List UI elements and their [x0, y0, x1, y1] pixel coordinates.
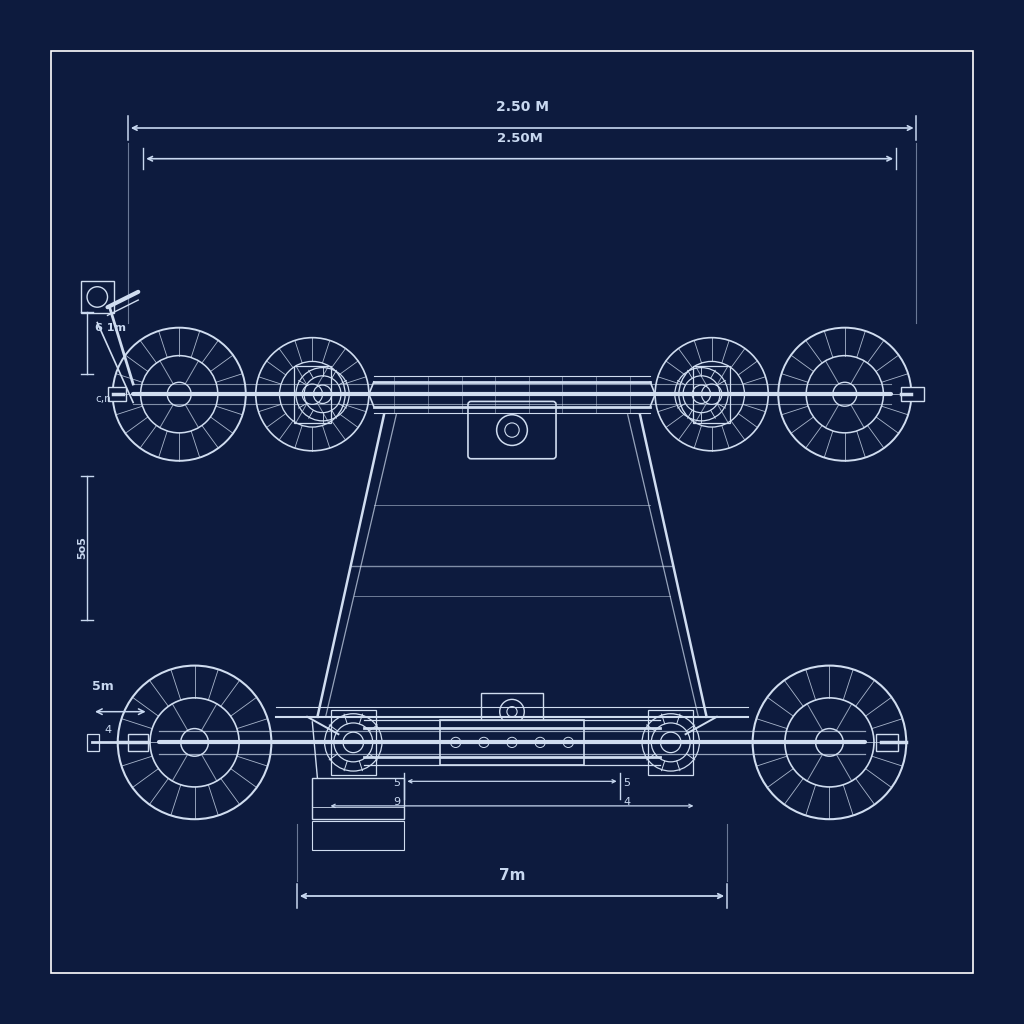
Text: 5o5: 5o5 — [77, 537, 87, 559]
Bar — [901, 387, 924, 401]
Bar — [294, 366, 331, 423]
Text: 5: 5 — [624, 778, 631, 788]
Text: 4: 4 — [104, 725, 112, 735]
Bar — [312, 778, 404, 819]
Bar — [87, 734, 99, 751]
Text: 6 1m: 6 1m — [95, 323, 126, 333]
Text: 2.50M: 2.50M — [497, 132, 543, 145]
Text: 4: 4 — [624, 797, 631, 807]
Bar — [440, 720, 584, 765]
Text: c,n: c,n — [95, 394, 111, 404]
Bar — [81, 281, 114, 313]
Text: 5m: 5m — [92, 680, 114, 693]
FancyBboxPatch shape — [468, 401, 556, 459]
Bar — [312, 821, 404, 850]
Bar — [481, 693, 543, 730]
Text: 9: 9 — [393, 797, 400, 807]
Bar — [876, 734, 898, 751]
Text: 7m: 7m — [499, 867, 525, 883]
Bar — [128, 734, 148, 751]
Text: 2.50 M: 2.50 M — [496, 99, 549, 114]
Bar — [108, 387, 126, 401]
Bar — [693, 366, 730, 423]
Text: 5: 5 — [393, 778, 400, 788]
Bar — [331, 710, 376, 775]
Bar — [648, 710, 693, 775]
